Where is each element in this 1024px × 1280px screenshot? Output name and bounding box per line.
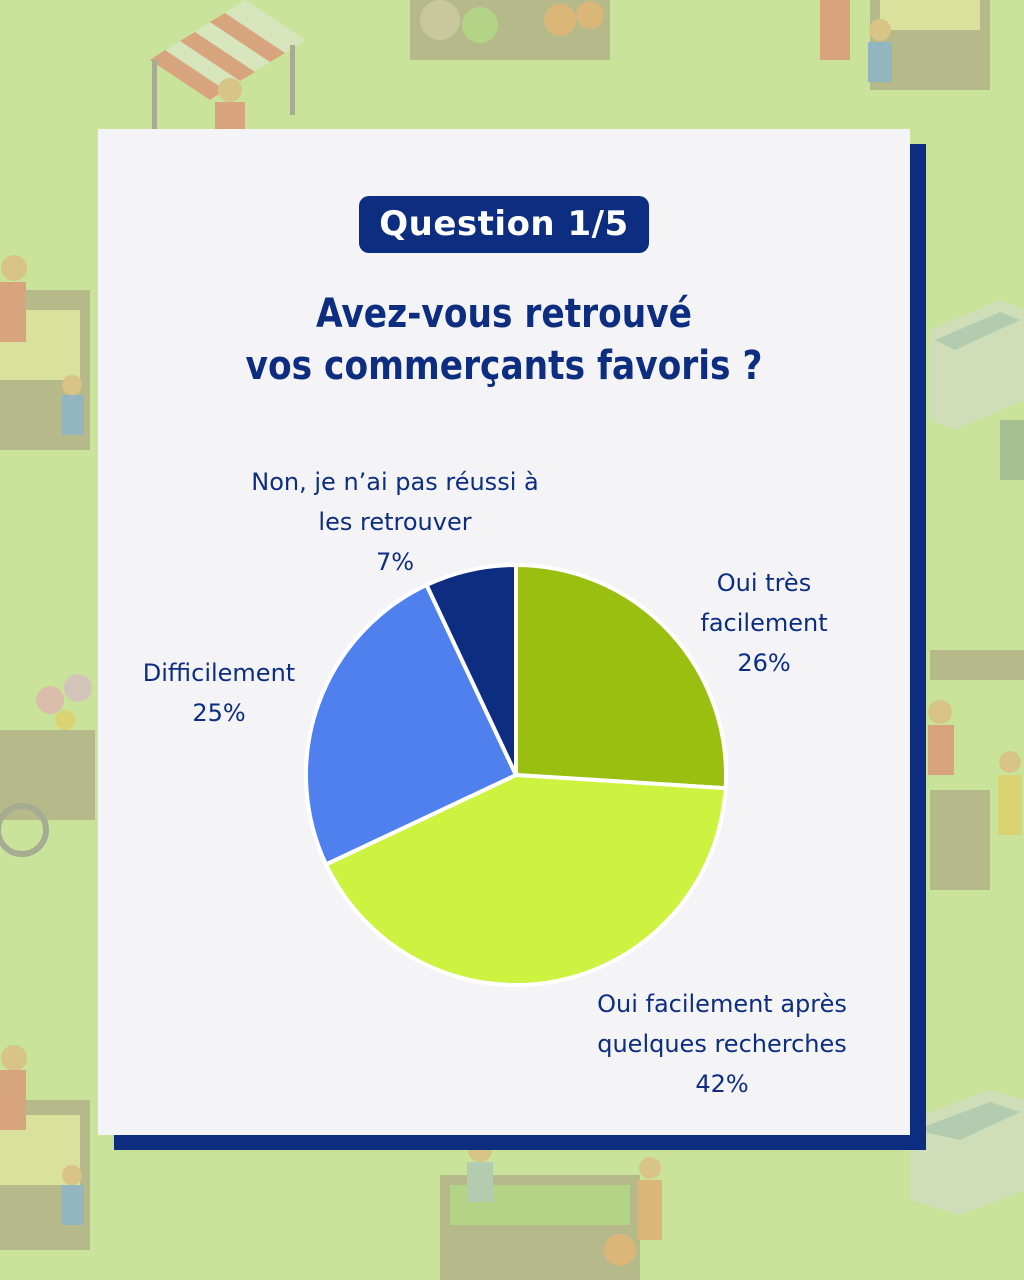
pie-slice-oui-tres-facilement <box>514 563 728 791</box>
pie-slice-non-pas-reussi <box>424 563 518 777</box>
slice-value-label: 7% <box>375 548 415 576</box>
question-title-line-1: Avez-vous retrouvé <box>315 291 693 337</box>
fish-stall-bottom-icon <box>910 1090 1024 1215</box>
cheese-stall-icon <box>0 255 90 450</box>
question-counter-badge: Question 1/5 <box>359 196 649 253</box>
bottom-produce-stall-icon <box>440 1138 662 1280</box>
question-title-line-2: vos commerçants favoris ? <box>245 343 763 389</box>
slice-label-difficilement: Difficilement 25% <box>119 653 319 733</box>
cheese-stall-bottom-icon <box>0 1045 90 1250</box>
slice-label-line: Oui facilement après <box>597 990 847 1018</box>
slice-label-line: Oui très <box>716 569 812 597</box>
slice-label-line: Non, je n’ai pas réussi à <box>251 468 539 496</box>
produce-crates-icon <box>410 0 610 60</box>
slice-label-line: quelques recherches <box>597 1030 847 1058</box>
slice-label-line: Difficilement <box>142 659 296 687</box>
slice-label-line: facilement <box>700 609 828 637</box>
pie-slice-oui-facilement-apres <box>323 773 728 987</box>
fish-stall-icon <box>930 300 1024 480</box>
slice-label-oui-tres-facilement: Oui très facilement 26% <box>664 563 864 683</box>
slice-value-label: 25% <box>192 699 246 727</box>
vendor-crates-icon <box>820 0 990 90</box>
market-stall-icon <box>150 0 305 132</box>
slice-label-line: les retrouver <box>318 508 472 536</box>
question-title: Avez-vous retrouvé vos commerçants favor… <box>200 288 809 392</box>
slice-label-non-pas-reussi: Non, je n’ai pas réussi à les retrouver … <box>225 462 565 582</box>
slice-label-oui-facilement-apres: Oui facilement après quelques recherches… <box>562 984 882 1104</box>
pie-slice-difficilement <box>304 582 518 867</box>
slice-value-label: 42% <box>695 1070 749 1098</box>
slice-value-label: 26% <box>737 649 791 677</box>
local-cheese-stall-icon <box>928 650 1024 890</box>
flower-cart-icon <box>0 674 95 857</box>
